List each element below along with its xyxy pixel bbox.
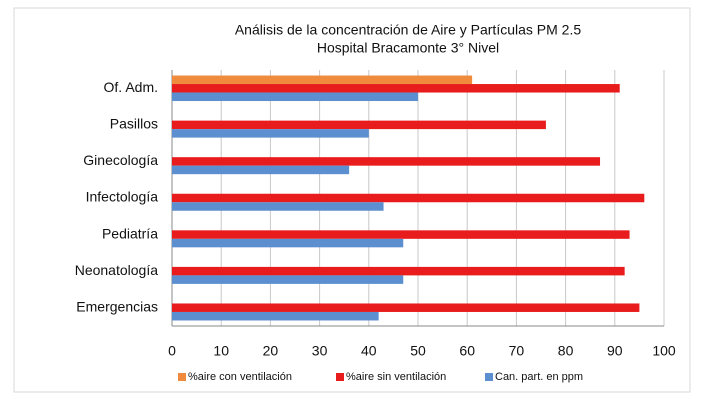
bar [172,129,369,138]
y-tick-label: Ginecología [83,152,158,168]
bar [172,202,384,211]
x-tick-label: 90 [607,343,623,359]
chart-subtitle: Hospital Bracamonte 3° Nivel [317,40,499,56]
x-tick-label: 20 [263,343,279,359]
x-tick-label: 0 [168,343,176,359]
bar [172,230,630,239]
legend-swatch [336,373,344,381]
y-tick-label: Infectología [86,189,159,205]
x-tick-label: 50 [410,343,426,359]
bar [172,266,625,276]
y-tick-label: Neonatología [75,262,159,278]
chart-title: Análisis de la concentración de Aire y P… [235,22,582,38]
x-tick-label: 40 [361,343,377,359]
x-tick-label: 30 [312,343,328,359]
x-tick-label: 10 [213,343,229,359]
bar [172,193,645,203]
legend-label: %aire con ventilación [188,371,292,383]
y-tick-label: Pediatría [102,225,158,241]
bar [172,157,601,166]
bar [172,120,546,130]
y-tick-label: Emergencias [76,298,158,314]
bar [172,275,404,284]
bar [172,311,379,321]
bar [172,303,640,312]
legend-swatch [178,373,186,381]
bar [172,238,404,248]
bar [172,92,418,102]
x-tick-label: 80 [558,343,574,359]
x-tick-label: 70 [509,343,525,359]
y-tick-label: Pasillos [110,116,158,132]
x-tick-label: 100 [652,343,676,359]
legend-swatch [485,373,493,381]
legend-label: %aire sin ventilación [346,371,446,383]
bar [172,75,473,85]
y-tick-label: Of. Adm. [104,79,158,95]
legend-label: Can. part. en ppm [495,371,583,383]
x-tick-label: 60 [459,343,475,359]
bar [172,84,620,93]
bar [172,165,350,175]
